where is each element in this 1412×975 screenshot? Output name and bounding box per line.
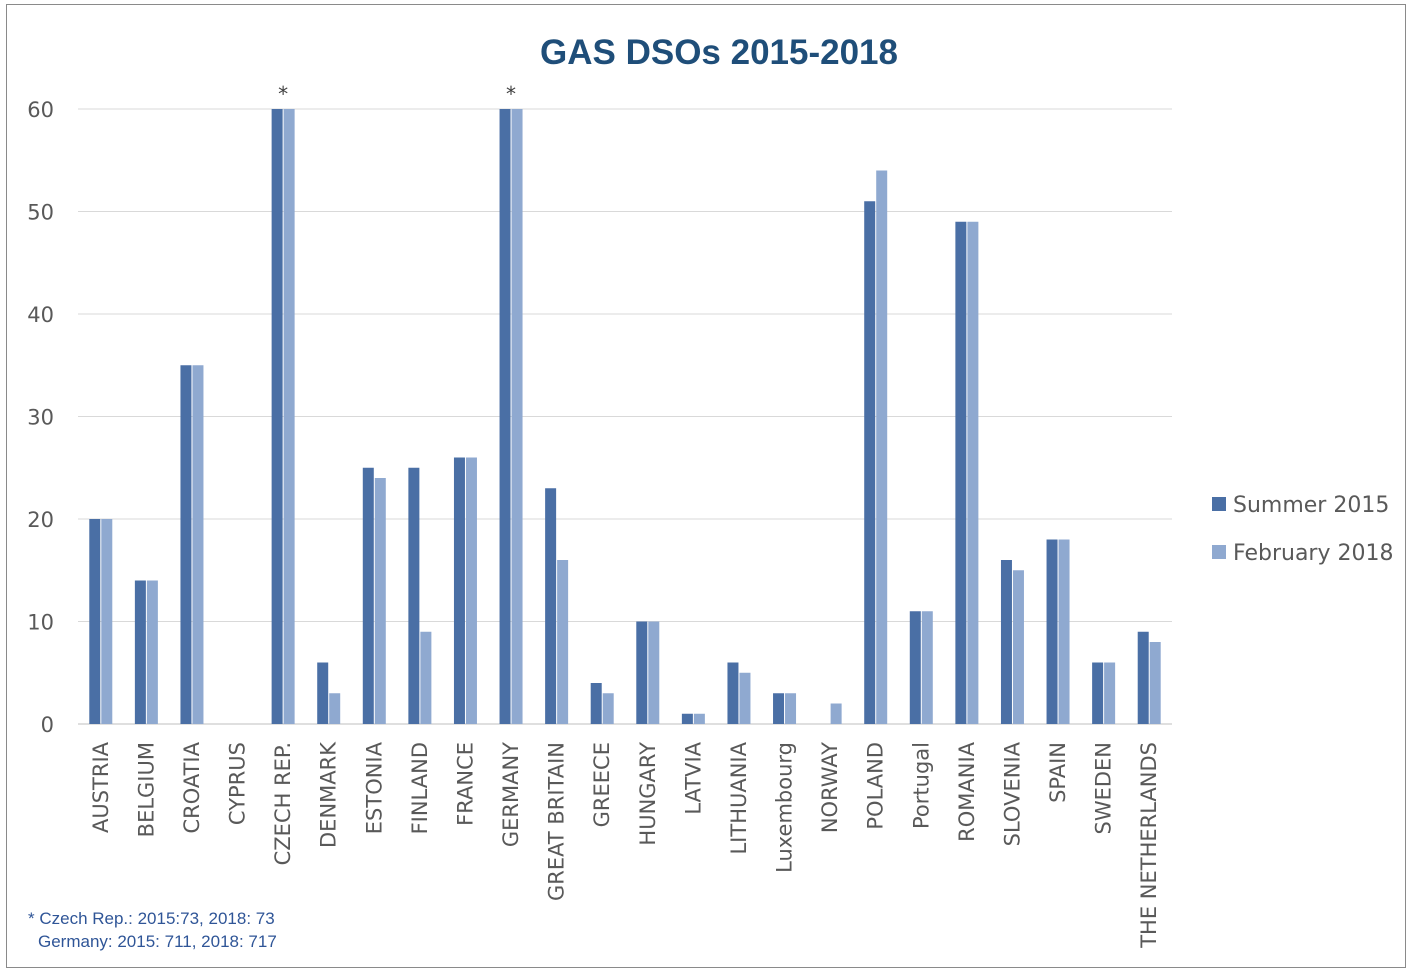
bar-february-2018 [648,621,660,724]
x-category-label: SPAIN [1046,742,1070,803]
bar-february-2018 [192,365,204,724]
bar-february-2018 [876,170,888,724]
x-category-label: BELGIUM [134,742,158,837]
legend-label: February 2018 [1233,541,1393,566]
x-category-label: GERMANY [499,742,523,847]
bar-summer-2015 [1137,631,1149,724]
x-category-label: SWEDEN [1092,742,1116,835]
x-category-label: FRANCE [453,742,477,826]
y-tick-label: 0 [41,713,54,737]
bar-february-2018 [1012,570,1024,724]
x-category-label: FINLAND [408,742,432,834]
bar-february-2018 [967,221,979,724]
footnote-line-2: Germany: 2015: 711, 2018: 717 [38,932,277,951]
bar-february-2018 [693,713,705,724]
footnote-line-1: * Czech Rep.: 2015:73, 2018: 73 [28,909,275,928]
y-tick-label: 20 [27,508,54,532]
annotation-asterisk: * [506,82,516,106]
x-category-label: CZECH REP. [271,742,295,865]
x-category-label: ROMANIA [955,741,979,842]
gridlines [78,108,1172,725]
x-category-label: LATVIA [681,741,705,814]
bar-february-2018 [283,109,295,724]
bar-february-2018 [739,672,751,724]
annotation-asterisk: * [278,82,288,106]
bar-february-2018 [420,631,432,724]
y-axis-ticks: 0 10 20 30 40 50 60 [27,98,54,737]
bar-summer-2015 [180,365,192,724]
bar-february-2018 [785,693,797,724]
x-category-label: THE NETHERLANDS [1137,742,1161,949]
x-category-label: GREECE [590,742,614,827]
bar-summer-2015 [89,519,101,724]
bar-february-2018 [921,611,933,724]
x-category-label: CYPRUS [226,742,250,825]
bar-february-2018 [557,560,569,724]
bar-summer-2015 [408,467,420,724]
bar-summer-2015 [317,662,329,724]
bar-summer-2015 [590,683,602,724]
bar-summer-2015 [955,221,967,724]
x-category-label: POLAND [864,742,888,830]
y-tick-label: 30 [27,406,54,430]
x-category-label: DENMARK [317,741,341,848]
y-tick-label: 10 [27,611,54,635]
annotations: * * [278,82,516,106]
bar-summer-2015 [636,621,648,724]
x-category-label: Luxembourg [773,742,797,873]
x-category-label: GREAT BRITAIN [545,742,569,901]
bar-february-2018 [1104,662,1116,724]
legend-swatch [1212,497,1226,511]
bar-summer-2015 [499,109,511,724]
bar-february-2018 [511,109,523,724]
bar-summer-2015 [1046,539,1058,724]
bar-summer-2015 [727,662,739,724]
bar-february-2018 [465,457,477,724]
y-tick-label: 50 [27,201,54,225]
x-category-label: LITHUANIA [727,741,751,854]
bar-february-2018 [101,519,113,724]
bar-summer-2015 [681,713,693,724]
bar-february-2018 [1149,642,1161,724]
bars [89,109,1161,724]
bar-summer-2015 [864,201,876,724]
footnote: * Czech Rep.: 2015:73, 2018: 73 Germany:… [28,907,277,953]
x-category-label: AUSTRIA [89,741,113,833]
bar-summer-2015 [453,457,465,724]
x-category-label: SLOVENIA [1000,741,1024,846]
x-axis-categories: AUSTRIA BELGIUM CROATIA CYPRUS CZECH REP. DEN… [89,741,1161,949]
bar-summer-2015 [271,109,283,724]
legend-swatch [1212,545,1226,559]
y-tick-label: 40 [27,303,54,327]
chart-title: GAS DSOs 2015-2018 [540,33,898,72]
legend: Summer 2015 February 2018 [1212,493,1393,566]
bar-february-2018 [1058,539,1070,724]
bar-summer-2015 [1092,662,1104,724]
bar-summer-2015 [1000,560,1012,724]
bar-summer-2015 [545,488,557,724]
chart-frame [6,4,1406,968]
bar-february-2018 [830,703,842,724]
bar-summer-2015 [134,580,146,724]
x-category-label: HUNGARY [636,742,660,846]
legend-label: Summer 2015 [1233,493,1389,518]
bar-february-2018 [602,693,614,724]
bar-february-2018 [146,580,158,724]
x-category-label: Portugal [909,742,933,829]
bar-summer-2015 [362,467,374,724]
x-category-label: ESTONIA [362,741,386,834]
x-category-label: NORWAY [818,742,842,833]
bar-summer-2015 [909,611,921,724]
bar-summer-2015 [773,693,785,724]
x-category-label: CROATIA [180,741,204,833]
y-tick-label: 60 [27,98,54,122]
bar-february-2018 [374,478,386,724]
bar-february-2018 [329,693,341,724]
